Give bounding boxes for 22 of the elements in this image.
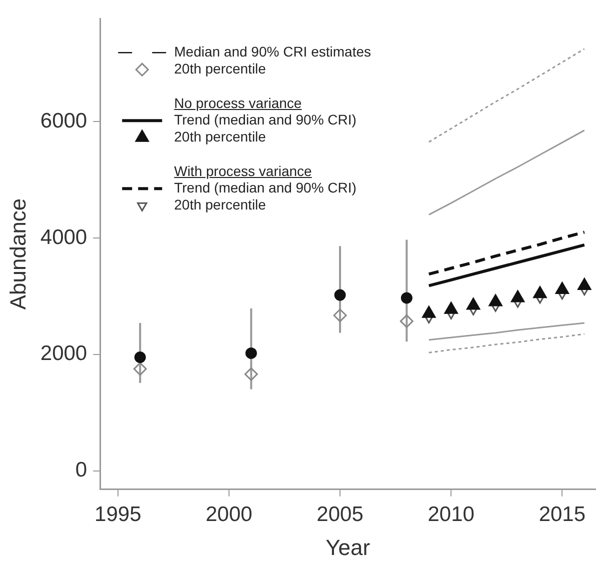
y-tick-label: 6000 — [40, 109, 88, 132]
annotation: No process variance — [174, 94, 302, 112]
annotation: With process variance — [174, 162, 312, 180]
x-tick-label: 2015 — [538, 502, 586, 526]
x-axis-title: Year — [326, 534, 370, 560]
y-tick-label: 2000 — [40, 342, 88, 366]
x-tick-label: 2000 — [206, 502, 252, 526]
line-series — [427, 230, 586, 276]
legend-label: Median and 90% CRI estimates — [174, 43, 371, 60]
x-tick-label: 2005 — [316, 502, 364, 526]
legend-label: 20th percentile — [174, 60, 266, 76]
legend-label: 20th percentile — [174, 196, 266, 212]
y-axis-title: Abundance — [5, 198, 30, 310]
x-tick-label: 1995 — [94, 502, 142, 526]
line-series — [428, 48, 586, 143]
y-tick-label: 0 — [75, 458, 88, 482]
line-series — [428, 333, 586, 354]
legend-label: 20th percentile — [174, 128, 266, 144]
x-tick-label: 2010 — [428, 502, 474, 526]
legend-label: Trend (median and 90% CRI) — [174, 111, 356, 128]
y-tick-label: 4000 — [40, 226, 88, 249]
legend-label: Trend (median and 90% CRI) — [174, 179, 356, 196]
